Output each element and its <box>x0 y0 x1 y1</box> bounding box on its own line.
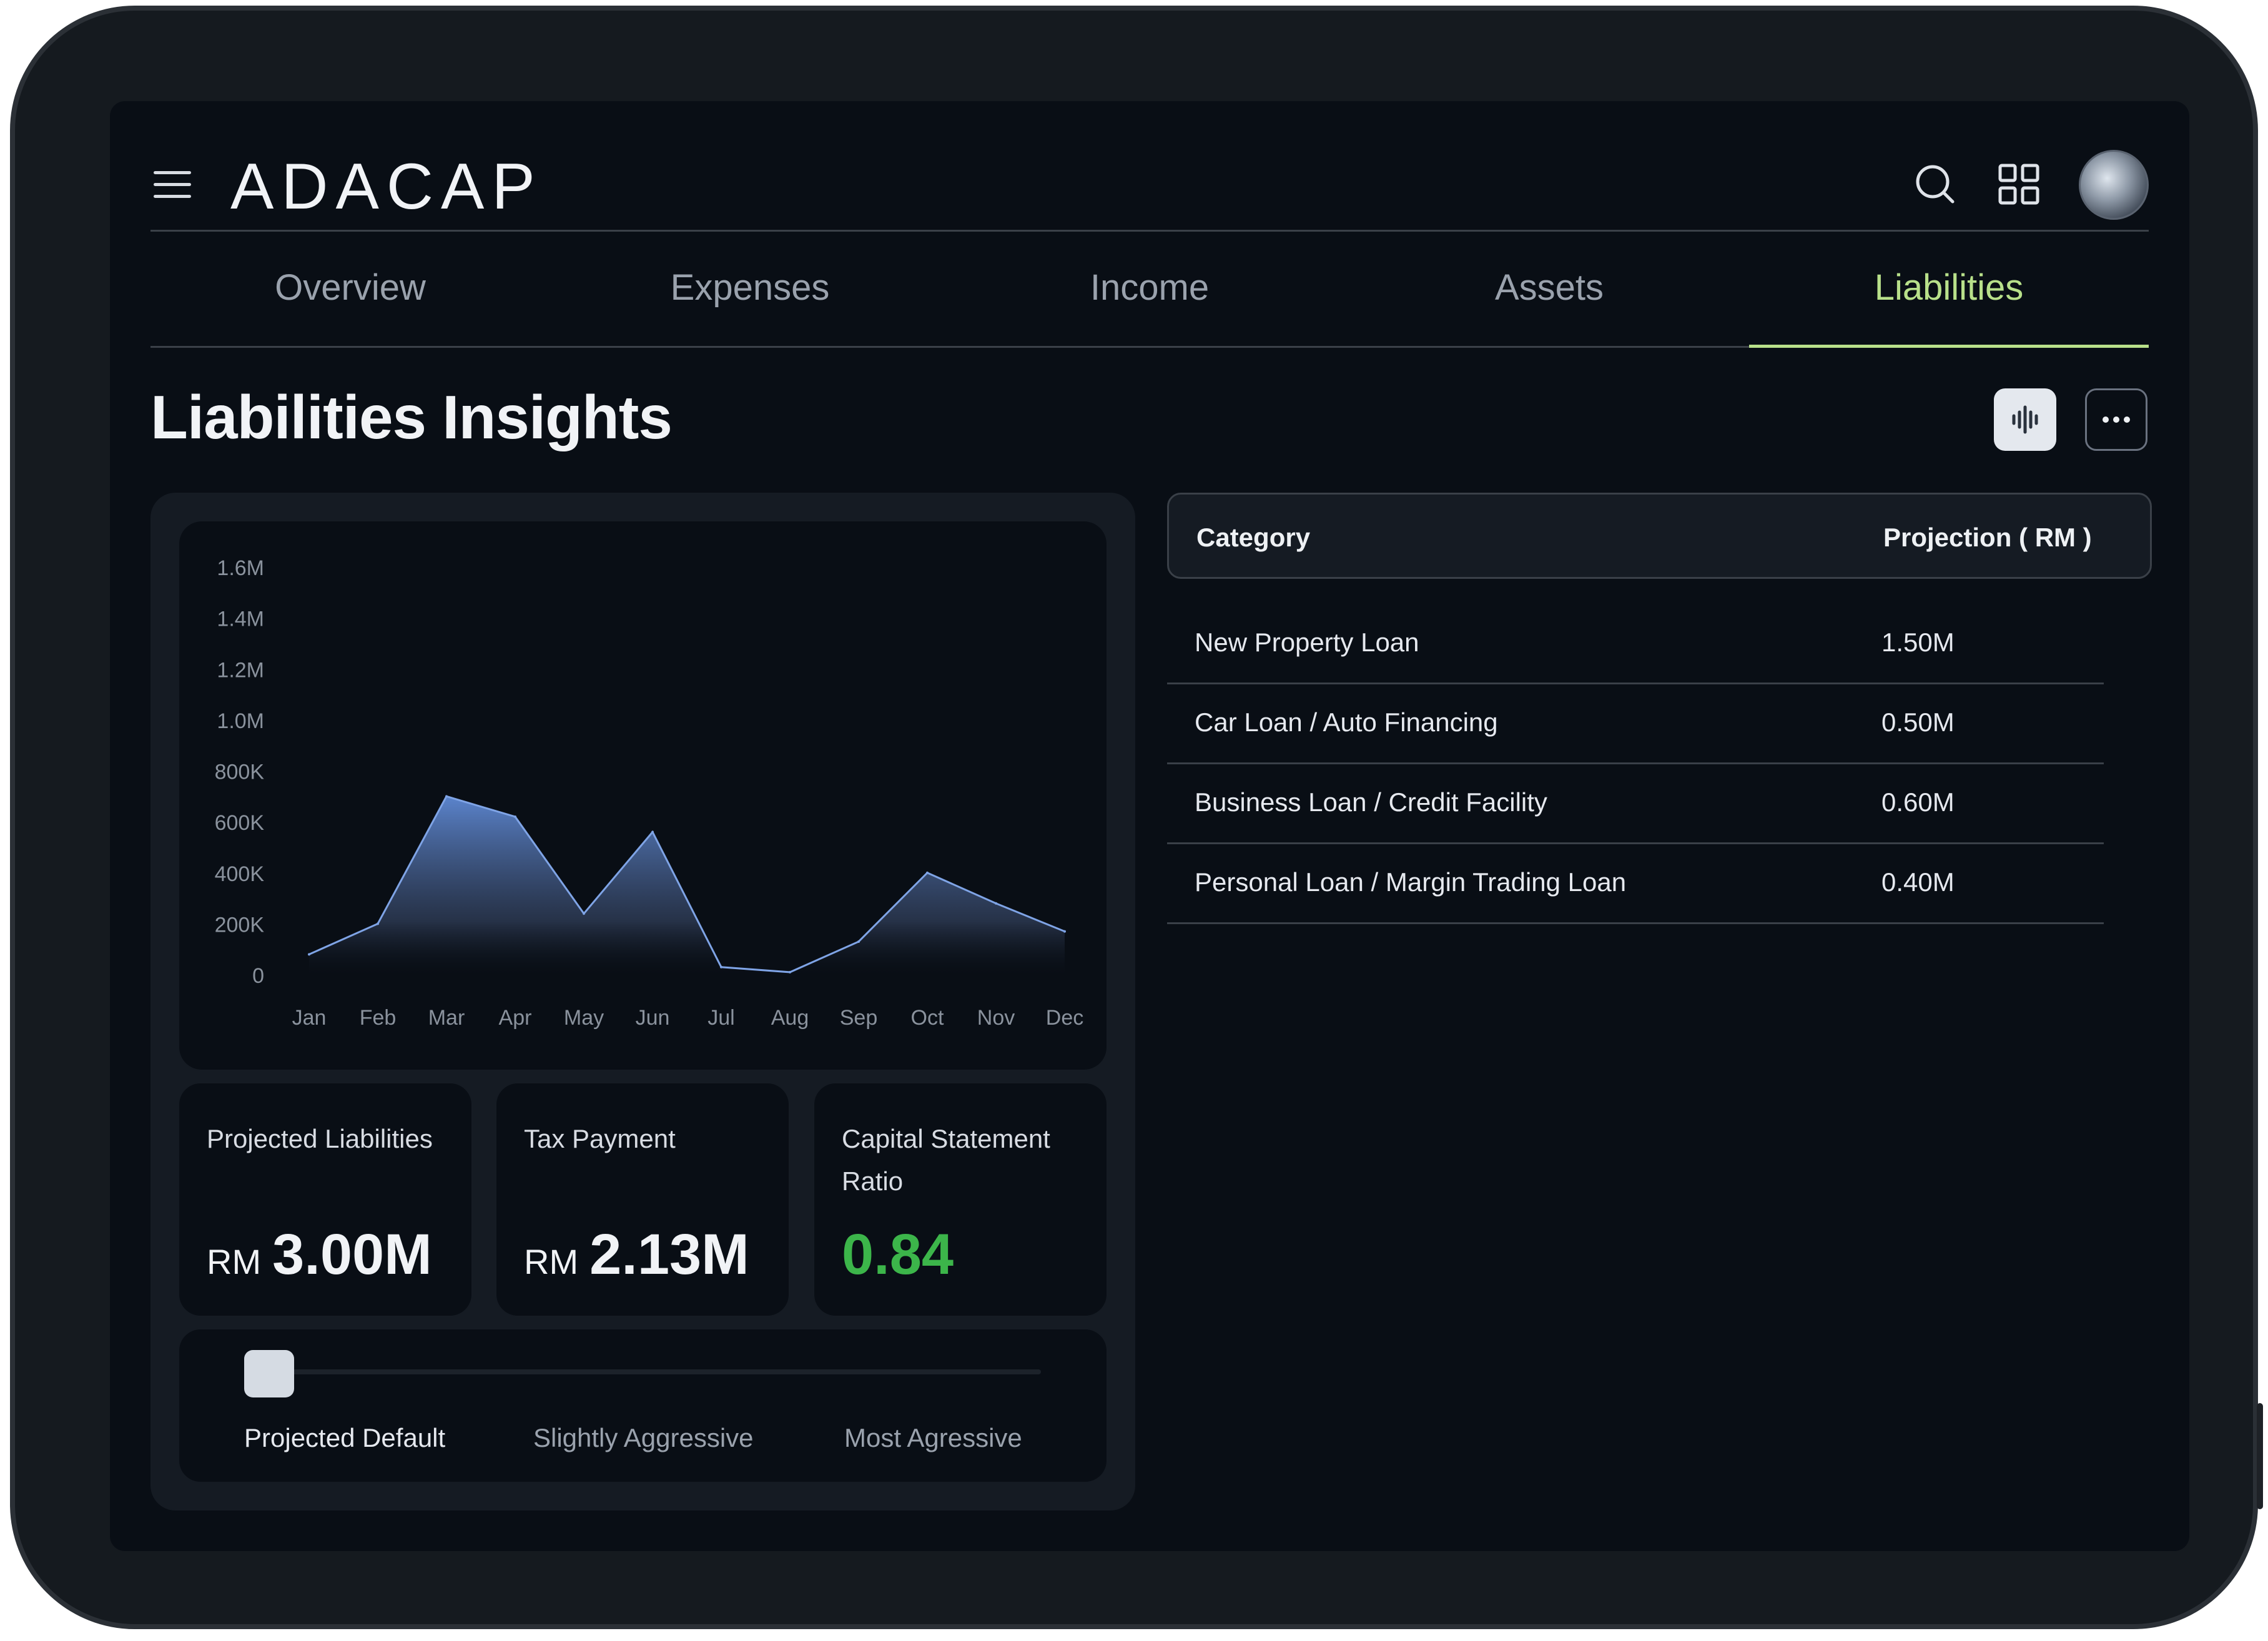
scenario-slider-card: Projected Default Slightly Aggressive Mo… <box>179 1329 1107 1482</box>
more-button[interactable] <box>2085 388 2147 451</box>
row-projection: 0.60M <box>1881 787 1955 817</box>
y-tick-label: 200K <box>215 913 265 937</box>
data-point-apr <box>514 815 516 818</box>
x-tick-label: Dec <box>1046 1006 1083 1030</box>
slider-option-projected-default[interactable]: Projected Default <box>244 1423 446 1452</box>
slider-thumb[interactable] <box>244 1350 294 1397</box>
row-category: Personal Loan / Margin Trading Loan <box>1195 867 1627 897</box>
x-tick-label: Feb <box>360 1006 397 1030</box>
stat-capital-ratio: Capital Statement Ratio 0.84 <box>814 1083 1107 1316</box>
table-row: Personal Loan / Margin Trading Loan 0.40… <box>1167 842 2104 924</box>
data-point-oct <box>926 871 929 874</box>
y-tick-label: 800K <box>215 761 265 784</box>
user-avatar[interactable] <box>2079 150 2149 220</box>
y-tick-label: 1.0M <box>217 709 264 733</box>
x-tick-label: Sep <box>840 1006 878 1030</box>
grid-icon[interactable] <box>1995 160 2043 208</box>
data-point-jan <box>308 953 310 956</box>
table-row: Car Loan / Auto Financing 0.50M <box>1167 683 2104 764</box>
row-projection: 1.50M <box>1881 628 1955 657</box>
app-screen: ADACAP Overview Expenses Income Assets L… <box>110 101 2189 1551</box>
data-point-may <box>583 912 585 915</box>
y-tick-label: 0 <box>252 964 264 988</box>
data-point-nov <box>995 902 997 905</box>
table-row: New Property Loan 1.50M <box>1167 603 2104 684</box>
stat-label: Capital Statement Ratio <box>842 1124 1050 1196</box>
waveform-icon <box>2012 405 2038 434</box>
tab-income[interactable]: Income <box>1090 267 1210 308</box>
page-title: Liabilities Insights <box>150 383 673 451</box>
table-header: Category Projection ( RM ) <box>1167 493 2152 579</box>
x-tick-label: May <box>564 1006 604 1030</box>
stat-tax-payment: Tax Payment RM 2.13M <box>496 1083 789 1316</box>
stat-value: RM 3.00M <box>207 1222 432 1288</box>
slider-track[interactable] <box>254 1369 1041 1374</box>
stat-amount: 3.00M <box>272 1223 432 1286</box>
tab-bar: Overview Expenses Income Assets Liabilit… <box>150 230 2149 348</box>
currency-label: RM <box>524 1242 579 1281</box>
search-icon[interactable] <box>1911 160 1959 208</box>
stat-label: Tax Payment <box>524 1124 676 1153</box>
liabilities-chart-card: 0 200K 400K 600K 800K 1.0M 1.2M 1.4M 1.6M Jan Feb… <box>179 521 1107 1070</box>
slider-option-most-aggressive[interactable]: Most Agressive <box>844 1423 1022 1452</box>
data-point-sep <box>857 940 860 943</box>
area-series <box>309 796 1065 975</box>
tab-expenses[interactable]: Expenses <box>670 267 830 308</box>
x-tick-label: Apr <box>499 1006 532 1030</box>
x-tick-label: Jul <box>708 1006 734 1030</box>
tablet-frame: ADACAP Overview Expenses Income Assets L… <box>10 6 2263 1629</box>
table-row: Business Loan / Credit Facility 0.60M <box>1167 762 2104 844</box>
top-bar: ADACAP <box>150 101 2149 232</box>
tab-overview[interactable]: Overview <box>275 267 426 308</box>
stat-value: 0.84 <box>842 1223 954 1286</box>
data-point-jun <box>651 830 654 834</box>
y-tick-label: 1.6M <box>217 556 264 580</box>
area-series-line <box>308 795 1065 973</box>
stat-amount: 2.13M <box>589 1223 749 1286</box>
y-tick-label: 1.2M <box>217 658 264 682</box>
app-logo: ADACAP <box>230 150 543 223</box>
x-tick-label: Aug <box>771 1006 809 1030</box>
stat-projected-liabilities: Projected Liabilities RM 3.00M <box>179 1083 471 1316</box>
x-tick-label: Oct <box>911 1006 944 1030</box>
side-button <box>2257 1403 2263 1509</box>
data-point-mar <box>445 795 448 798</box>
tab-liabilities[interactable]: Liabilities <box>1749 230 2149 348</box>
row-category: Business Loan / Credit Facility <box>1195 787 1547 817</box>
y-tick-label: 1.4M <box>217 608 264 631</box>
x-tick-label: Mar <box>428 1006 465 1030</box>
menu-icon[interactable] <box>154 171 191 199</box>
y-tick-label: 600K <box>215 811 265 835</box>
column-header-projection: Projection ( RM ) <box>1883 523 2092 552</box>
column-header-category: Category <box>1196 523 1311 552</box>
row-projection: 0.50M <box>1881 707 1955 737</box>
currency-label: RM <box>207 1242 262 1281</box>
waveform-button[interactable] <box>1994 388 2056 451</box>
x-tick-label: Nov <box>977 1006 1015 1030</box>
y-tick-label: 400K <box>215 862 265 886</box>
slider-option-slightly-aggressive[interactable]: Slightly Aggressive <box>533 1423 754 1452</box>
insights-panel: 0 200K 400K 600K 800K 1.0M 1.2M 1.4M 1.6M Jan Feb… <box>150 493 1135 1510</box>
row-projection: 0.40M <box>1881 867 1955 897</box>
row-category: Car Loan / Auto Financing <box>1195 707 1498 737</box>
data-point-dec <box>1063 930 1066 933</box>
tab-assets[interactable]: Assets <box>1494 267 1604 308</box>
x-tick-label: Jan <box>292 1006 327 1030</box>
stat-label: Projected Liabilities <box>207 1124 433 1153</box>
more-icon <box>2103 416 2130 423</box>
data-point-jul <box>720 965 722 968</box>
x-tick-label: Jun <box>636 1006 670 1030</box>
liabilities-area-chart: 0 200K 400K 600K 800K 1.0M 1.2M 1.4M 1.6M Jan Feb… <box>215 556 1084 1030</box>
row-category: New Property Loan <box>1195 628 1419 657</box>
stat-value: RM 2.13M <box>524 1222 749 1288</box>
data-point-feb <box>377 922 379 925</box>
data-point-aug <box>789 970 791 973</box>
